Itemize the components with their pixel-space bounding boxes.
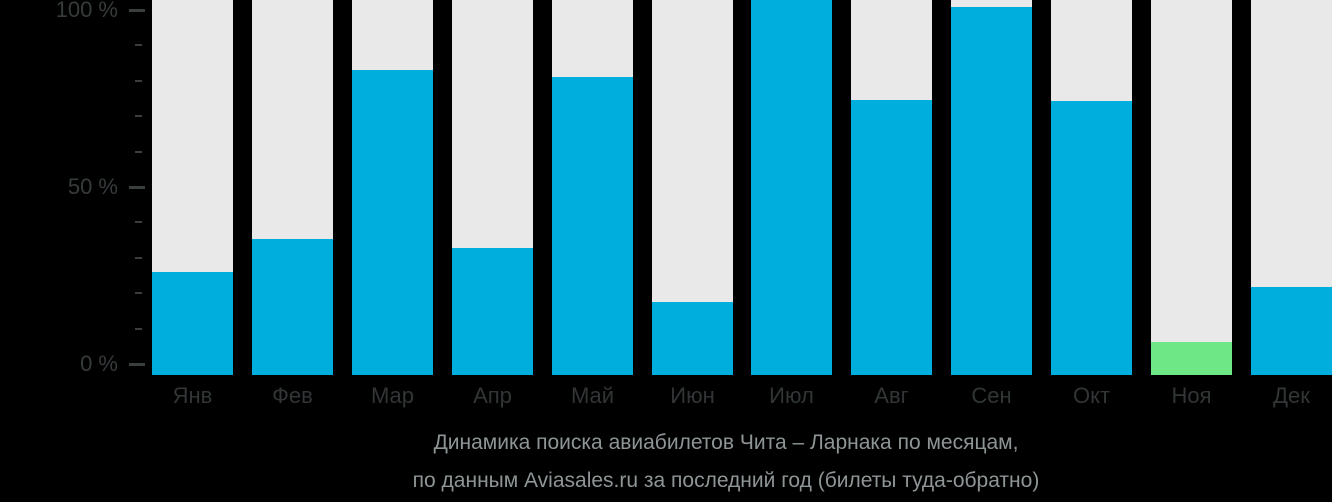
bar-fill-Апр (452, 248, 533, 375)
x-axis-label-Мар: Мар (370, 383, 415, 408)
bar-fill-Июл (751, 0, 832, 375)
y-axis-minor-tick (135, 151, 142, 153)
x-axis-label-Май: Май (570, 383, 615, 408)
bar-fill-Фев (252, 239, 333, 375)
y-axis-minor-tick (135, 44, 142, 46)
x-axis-label-Янв: Янв (172, 383, 213, 408)
chart-caption: Динамика поиска авиабилетов Чита – Ларна… (120, 424, 1332, 500)
x-axis-label-Авг: Авг (874, 383, 909, 408)
y-axis-minor-tick (135, 257, 142, 259)
chart-title: Динамика поиска авиабилетов Чита – Ларна… (433, 431, 1019, 454)
x-axis-label-Июн: Июн (670, 383, 715, 408)
y-axis-label: 100 % (55, 0, 118, 22)
y-axis-major-tick (129, 9, 145, 12)
bar-fill-Янв (152, 272, 233, 375)
bar-track-Июн (652, 0, 733, 375)
bar-fill-Сен (951, 7, 1032, 375)
y-axis-major-tick (129, 363, 145, 366)
y-axis-minor-tick (135, 221, 142, 223)
bar-fill-Мар (352, 70, 433, 375)
y-axis-minor-tick (135, 80, 142, 82)
bar-fill-Ноя (1151, 342, 1232, 375)
bar-fill-Май (552, 77, 633, 375)
y-axis-major-tick (129, 186, 145, 189)
y-axis-minor-tick (135, 328, 142, 330)
bar-track-Окт (1051, 0, 1132, 375)
x-axis-label-Июл: Июл (769, 383, 814, 408)
chart-subtitle: по данным Aviasales.ru за последний год … (412, 469, 1040, 492)
y-axis-label: 0 % (80, 351, 118, 376)
bar-track-Дек (1251, 0, 1332, 375)
bar-track-Ноя (1151, 0, 1232, 375)
x-axis-label-Окт: Окт (1072, 383, 1111, 408)
bar-fill-Авг (851, 100, 932, 375)
y-axis-minor-tick (135, 292, 142, 294)
bar-track-Апр (452, 0, 533, 375)
x-axis-label-Апр: Апр (473, 383, 512, 408)
bar-fill-Июн (652, 302, 733, 375)
bar-track-Янв (152, 0, 233, 375)
bar-track-Май (552, 0, 633, 375)
x-axis-label-Сен: Сен (971, 383, 1012, 408)
bar-track-Мар (352, 0, 433, 375)
bar-track-Фев (252, 0, 333, 375)
x-axis-label-Фев: Фев (272, 383, 313, 408)
y-axis-label: 50 % (67, 174, 118, 199)
bar-fill-Дек (1251, 287, 1332, 375)
bar-track-Июл (751, 0, 832, 375)
bar-track-Авг (851, 0, 932, 375)
x-axis-label-Дек: Дек (1273, 383, 1310, 408)
x-axis-label-Ноя: Ноя (1171, 383, 1212, 408)
bar-fill-Окт (1051, 101, 1132, 375)
y-axis-minor-tick (135, 115, 142, 117)
bar-track-Сен (951, 0, 1032, 375)
